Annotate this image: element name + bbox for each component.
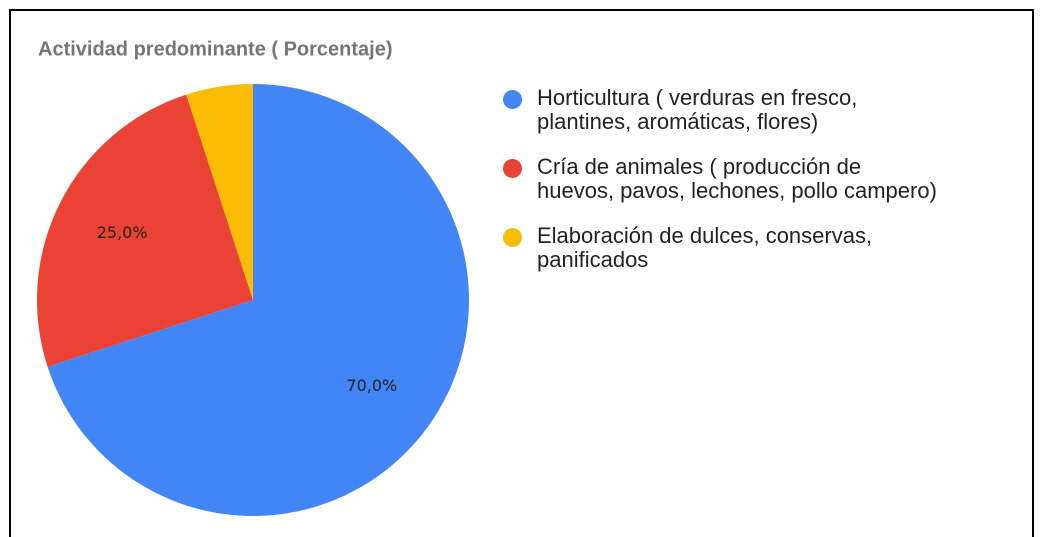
- legend-item: Horticultura ( verduras en fresco, plant…: [500, 86, 940, 134]
- legend-marker: [503, 90, 522, 109]
- legend-marker: [503, 159, 522, 178]
- chart-border: [9, 9, 1034, 537]
- legend-label: Cría de animales ( producción de huevos,…: [537, 154, 937, 203]
- legend-marker: [503, 228, 522, 247]
- slice-label: 25,0%: [97, 223, 148, 242]
- pie-slice: [37, 94, 253, 367]
- pie-slice: [47, 84, 470, 516]
- legend-label: Elaboración de dulces, conservas, panifi…: [537, 223, 873, 272]
- legend: Horticultura ( verduras en fresco, plant…: [500, 86, 940, 293]
- legend-item: Cría de animales ( producción de huevos,…: [500, 155, 940, 203]
- slice-label: 70,0%: [346, 376, 397, 395]
- pie-slice: [186, 84, 253, 300]
- legend-label: Horticultura ( verduras en fresco, plant…: [537, 85, 858, 134]
- legend-item: Elaboración de dulces, conservas, panifi…: [500, 224, 940, 272]
- chart-title: Actividad predominante ( Porcentaje): [38, 38, 393, 60]
